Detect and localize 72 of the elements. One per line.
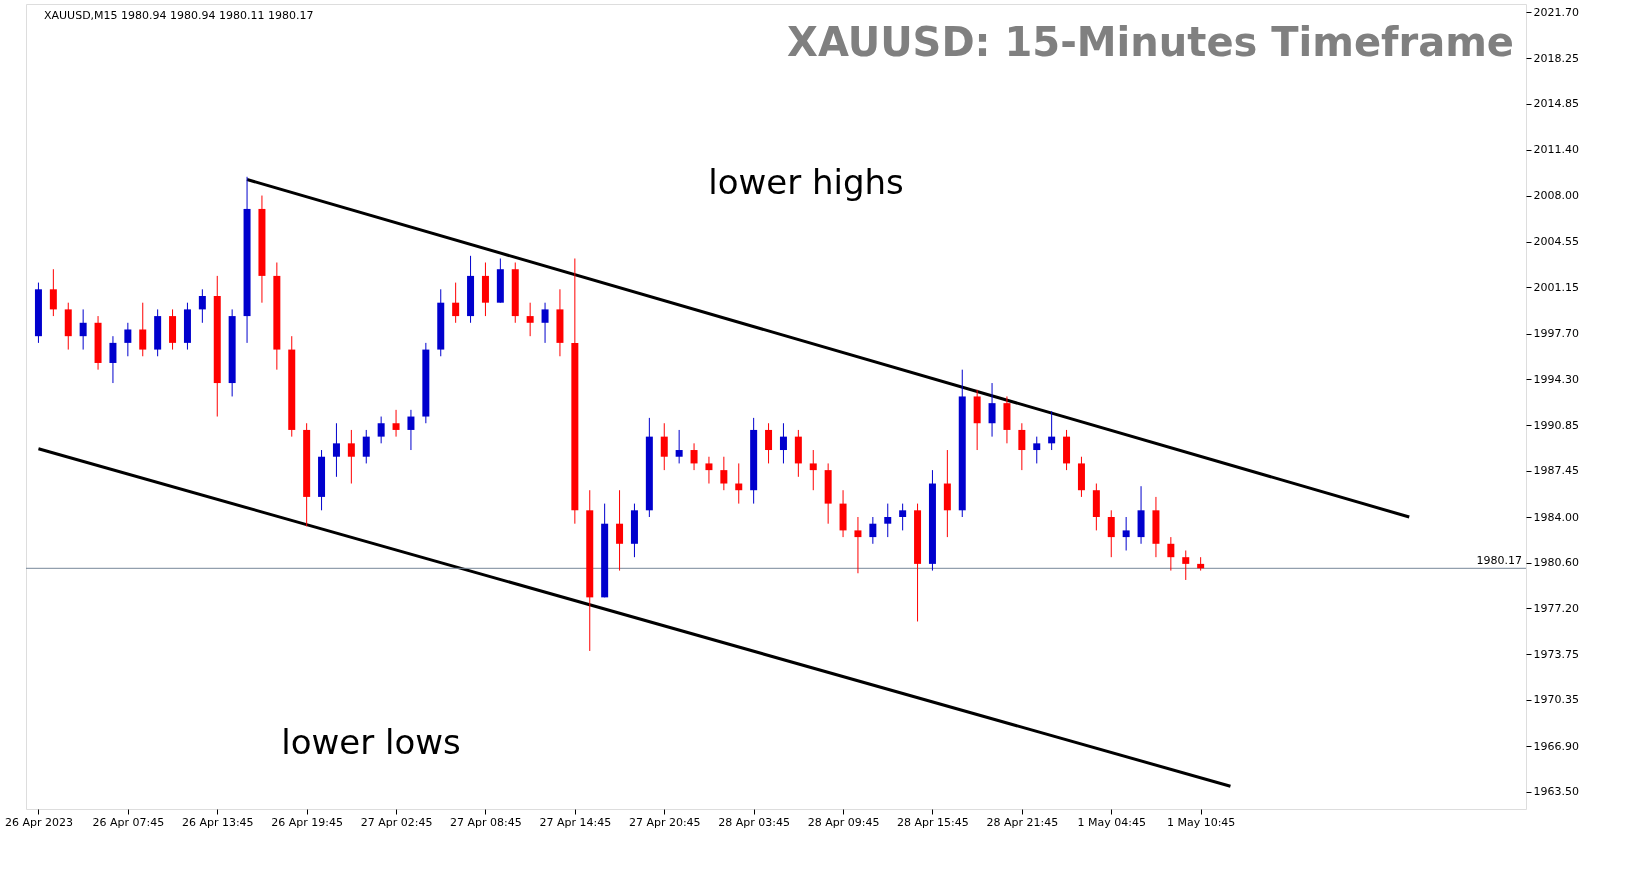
- candlestick: [705, 456, 713, 485]
- y-tick-label: 2001.15: [1533, 280, 1579, 294]
- candlestick: [332, 422, 340, 478]
- x-tick-label: 27 Apr 14:45: [539, 815, 612, 829]
- y-tick-label: 1997.70: [1533, 327, 1579, 340]
- x-tick-label: 27 Apr 02:45: [360, 815, 433, 829]
- candlestick: [139, 302, 147, 357]
- candlestick: [765, 422, 773, 464]
- candlestick: [1107, 509, 1115, 558]
- candlestick: [452, 282, 460, 324]
- annotation: lower highs: [708, 162, 904, 202]
- x-tick-label: 26 Apr 13:45: [181, 815, 254, 829]
- y-tick-label: 2021.70: [1533, 5, 1579, 19]
- y-tick-label: 2004.55: [1533, 235, 1579, 249]
- candlestick: [79, 308, 87, 351]
- y-tick-label: 2014.85: [1533, 97, 1579, 111]
- candlestick: [1122, 516, 1130, 551]
- candlestick: [109, 335, 117, 384]
- y-tick-label: 1990.85: [1533, 418, 1579, 432]
- candlestick: [407, 409, 415, 451]
- ref-line-label: 1980.17: [1476, 554, 1522, 568]
- candlestick: [49, 268, 57, 317]
- y-tick-label: 1977.20: [1533, 601, 1579, 615]
- y-tick-label: 2018.25: [1533, 51, 1579, 65]
- x-tick-label: 28 Apr 03:45: [718, 815, 791, 829]
- x-tick-label: 27 Apr 08:45: [450, 815, 522, 829]
- candlestick: [362, 429, 370, 464]
- candlestick: [899, 503, 907, 531]
- candlestick: [660, 422, 668, 471]
- y-tick-label: 1966.90: [1533, 739, 1579, 753]
- candlestick: [675, 429, 683, 464]
- candlestick: [377, 416, 385, 444]
- candlestick: [1018, 422, 1026, 471]
- y-tick-label: 2008.00: [1533, 189, 1579, 203]
- candlestick: [1167, 536, 1175, 572]
- annotation: XAUUSD,M15 1980.94 1980.94 1980.11 1980.17: [44, 9, 314, 22]
- x-tick-label: 26 Apr 07:45: [92, 815, 165, 829]
- y-tick-label: 1970.35: [1533, 693, 1579, 707]
- x-tick-label: 28 Apr 21:45: [986, 815, 1059, 829]
- y-tick-label: 1984.00: [1533, 510, 1579, 524]
- candlestick: [541, 302, 549, 344]
- annotation: lower lows: [281, 722, 461, 762]
- x-tick-label: 28 Apr 15:45: [897, 815, 969, 829]
- candlestick: [884, 503, 892, 538]
- x-tick-label: 1 May 10:45: [1166, 815, 1236, 829]
- y-tick-label: 2011.40: [1533, 143, 1579, 157]
- candlestick: [779, 422, 787, 464]
- candlestick: [616, 489, 624, 572]
- candlestick: [854, 516, 862, 574]
- x-tick-label: 26 Apr 2023: [4, 815, 73, 829]
- x-tick-label: 26 Apr 19:45: [271, 815, 344, 829]
- y-tick-label: 1987.45: [1533, 464, 1579, 478]
- candlestick: [392, 409, 400, 438]
- y-tick-label: 1994.30: [1533, 372, 1579, 386]
- candlestick: [720, 456, 728, 491]
- y-tick-label: 1973.75: [1533, 647, 1579, 661]
- candlestick: [869, 516, 877, 545]
- candlestick: [690, 442, 698, 471]
- candlestick: [198, 288, 206, 324]
- candlestick: [1182, 549, 1190, 581]
- candlestick: [1033, 436, 1041, 464]
- x-tick-label: 28 Apr 09:45: [807, 815, 880, 829]
- x-tick-label: 1 May 04:45: [1077, 815, 1146, 829]
- x-tick-label: 27 Apr 20:45: [628, 815, 701, 829]
- candlestick: [809, 449, 817, 491]
- y-tick-label: 1980.60: [1533, 556, 1579, 570]
- y-tick-label: 1963.50: [1533, 785, 1579, 799]
- chart-title: XAUUSD: 15-Minutes Timeframe: [787, 19, 1514, 65]
- candlestick: [526, 302, 534, 337]
- candlestick: [988, 382, 996, 438]
- candlestick: [124, 322, 132, 357]
- candlestick: [347, 429, 355, 485]
